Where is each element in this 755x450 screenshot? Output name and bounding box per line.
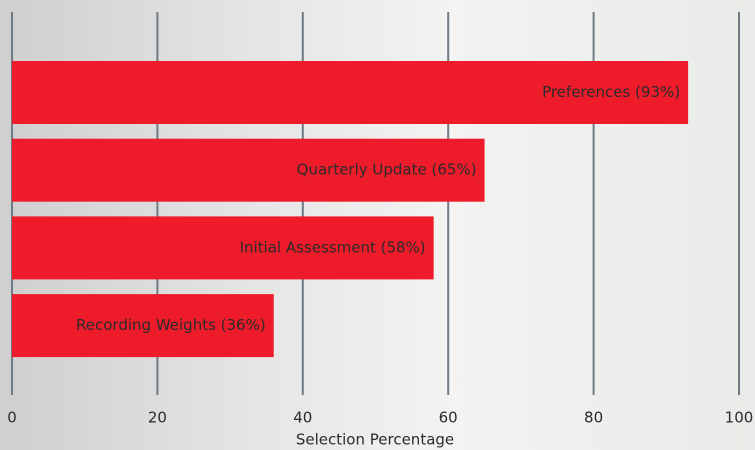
bar-label: Quarterly Update (65%) (297, 161, 477, 179)
bar (12, 138, 485, 202)
x-axis-label: Selection Percentage (296, 431, 454, 449)
x-tick-label: 20 (148, 409, 167, 427)
bar (12, 61, 689, 124)
x-tick-label: 40 (293, 409, 312, 427)
bar-label: Initial Assessment (58%) (240, 238, 426, 256)
x-tick-label: 80 (584, 409, 603, 427)
x-tick-label: 100 (725, 409, 754, 427)
bar (12, 294, 274, 358)
bar-label: Recording Weights (36%) (76, 316, 266, 334)
bar-label: Preferences (93%) (542, 83, 680, 101)
bar (12, 216, 434, 280)
x-tick-label: 60 (439, 409, 458, 427)
x-tick-label: 0 (7, 409, 17, 427)
